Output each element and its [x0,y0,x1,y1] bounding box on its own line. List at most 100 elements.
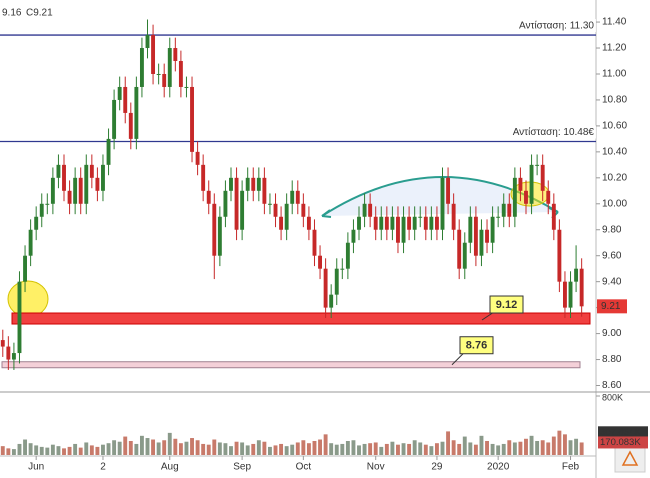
arc-arrows [321,207,559,219]
volume-bar [368,443,373,455]
candle-body [323,268,328,308]
candle-body [190,86,194,152]
candle-body [284,203,289,230]
candle-body [340,268,345,270]
volume-bar [206,444,211,455]
volume-bar [190,438,194,455]
highlight-circle [7,280,49,318]
volume-bar [234,441,239,455]
volume-bar [468,442,473,455]
candle-body [440,177,445,230]
callout-label: 9.12 [496,299,517,311]
volume-bar [139,435,144,455]
candle-body [195,151,200,165]
volume-bar [418,442,423,455]
x-tick-label: Oct [296,462,312,473]
volume-bar [451,440,456,455]
candle-body [557,229,562,282]
volume-bar [329,443,334,455]
volume-bar [212,439,217,455]
volume-bar [373,442,378,455]
last-price-bg [597,299,627,314]
y-tick-label: 8.60 [602,380,622,391]
volume-bar [173,438,178,455]
candle-body [306,216,311,230]
volume-bar [117,441,122,455]
volume-bar [501,443,506,455]
volume-bar [162,440,167,455]
volume-bar [568,440,573,455]
candle-body [574,268,579,282]
candle-body [418,216,423,218]
candle-body [507,203,512,217]
volume-bar [334,444,339,455]
y-tick-label: 11.40 [602,17,627,28]
candle-body [518,177,523,191]
y-tick-label: 10.40 [602,147,627,158]
candle-body [134,86,139,139]
volume-bar [362,443,367,455]
candle-body [568,281,573,308]
candle-body [156,73,161,75]
volume-bar [306,443,311,455]
candle-body [262,177,267,204]
candle-body [11,353,16,360]
x-tick-label: Feb [562,462,580,473]
candle-body [345,242,350,269]
y-tick-label: 10.00 [602,198,627,209]
volume-bar [490,443,495,455]
candle-body [128,112,133,139]
volume-bar [62,448,66,455]
volume-bar [379,446,384,455]
volume-bar [245,445,250,455]
volume-label: 307.854K [600,427,641,438]
candle-body [184,86,189,88]
candle-body [39,203,44,217]
volume-bar [123,436,128,455]
volume-bar [201,443,206,455]
volume-bar [473,444,478,455]
volume-bar [84,442,89,455]
x-tick-label: 2020 [487,462,510,473]
volume-bar [396,444,400,455]
volume-bar [134,443,139,455]
callout-box [459,336,494,355]
candle-body [28,229,33,256]
volume-bar [340,443,345,455]
volume-bar [151,439,156,455]
y-tick-label: 9.00 [602,328,622,339]
support-zone [11,312,591,325]
candle-body [579,268,584,307]
candle-body [501,203,506,217]
candle-body [245,177,250,191]
volume-bar [95,446,100,455]
candle-body [201,164,206,191]
volume-bar [56,446,61,455]
candle-body [407,216,412,230]
volume-bar [563,434,567,455]
candle-body [396,216,400,243]
volume-bar [256,440,261,455]
volume-bar [384,443,389,455]
y-tick-label: 9.80 [602,224,622,235]
candle-body [123,86,128,113]
last-price-label: 9.21 [601,301,621,312]
resistance-label: Αντίσταση: 10.48€ [513,126,595,138]
volume-bar [101,444,105,455]
settings-button[interactable] [614,445,646,473]
candle-body [34,216,39,230]
candle-body [529,164,534,204]
resistance-label-bg [508,19,596,33]
volume-bar [407,443,412,455]
candle-body [368,203,373,217]
candle-body [273,203,278,217]
volume-bar [318,439,322,455]
candle-body [229,177,233,191]
volume-bar [579,442,584,455]
volume-bar [6,448,11,455]
candle-body [357,216,361,230]
volume-bar [412,440,417,455]
candle-body [524,190,528,204]
volume-bar [268,446,272,455]
volume-bar [295,442,300,455]
